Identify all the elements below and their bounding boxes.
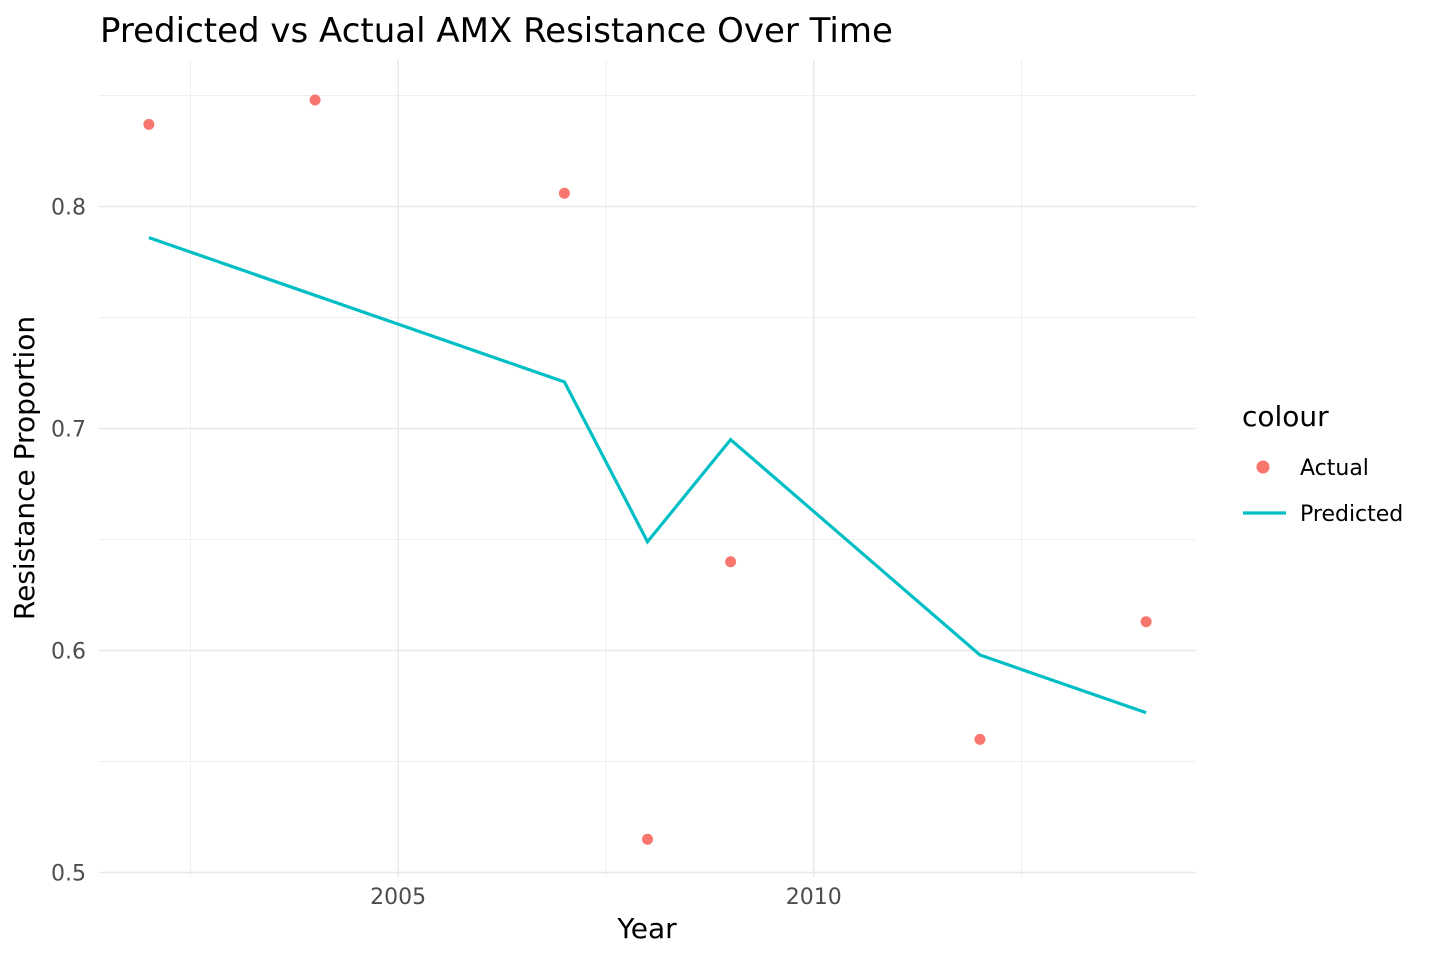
x-tick-label: 2010	[786, 885, 842, 910]
predicted-line	[148, 236, 1147, 715]
x-tick-label: 2005	[370, 885, 426, 910]
actual-data-point	[974, 733, 986, 745]
actual-data-point	[642, 833, 653, 845]
y-axis-tick-labels: 0.5 0.6 0.7 0.8	[51, 196, 86, 887]
gridlines-minor	[99, 60, 1196, 877]
actual-point-key-icon	[1256, 460, 1270, 474]
y-tick-label: 0.8	[51, 196, 86, 221]
legend-entry-predicted: Predicted	[1243, 502, 1403, 527]
actual-data-point	[143, 118, 155, 130]
legend-label-predicted: Predicted	[1300, 502, 1403, 527]
y-tick-label: 0.6	[51, 640, 86, 665]
predicted-line-layer	[148, 236, 1147, 715]
actual-data-point	[309, 94, 321, 106]
plot-title: Predicted vs Actual AMX Resistance Over …	[100, 11, 893, 51]
legend-title: colour	[1242, 400, 1329, 433]
y-axis-title: Resistance Proportion	[8, 316, 41, 620]
actual-data-point	[725, 556, 737, 568]
y-tick-label: 0.5	[51, 862, 86, 887]
legend-label-actual: Actual	[1300, 456, 1369, 481]
actual-points-layer	[143, 94, 1152, 845]
actual-data-point	[558, 187, 570, 199]
gridlines-major	[99, 60, 1196, 877]
plot-panel	[99, 60, 1196, 877]
actual-data-point	[1140, 616, 1152, 628]
y-tick-label: 0.7	[51, 418, 86, 443]
legend: colour Actual Predicted	[1242, 400, 1403, 527]
legend-entry-actual: Actual	[1256, 456, 1369, 481]
x-axis-tick-labels: 2005 2010	[370, 885, 842, 910]
x-axis-title: Year	[616, 912, 677, 945]
